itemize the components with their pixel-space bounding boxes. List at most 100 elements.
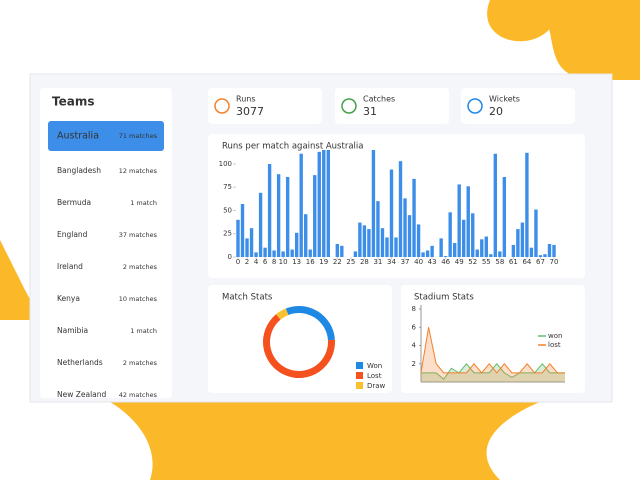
- x-tick-label: 37: [401, 258, 410, 266]
- sidebar-title: Teams: [52, 95, 94, 109]
- legend-label: Won: [367, 362, 382, 370]
- x-tick-label: 16: [306, 258, 315, 266]
- bar: [398, 161, 403, 257]
- x-tick-label: 58: [495, 258, 504, 266]
- stat-value: 3077: [236, 105, 264, 118]
- bar: [439, 238, 443, 257]
- bar: [358, 222, 362, 257]
- stat-value: 31: [363, 105, 377, 118]
- bar: [430, 245, 434, 257]
- bar: [534, 209, 538, 257]
- bar: [462, 219, 466, 257]
- y-tick-label: 50: [223, 206, 232, 214]
- bar: [412, 178, 416, 257]
- bar: [380, 228, 385, 257]
- stat-label: Wickets: [489, 95, 520, 104]
- bar: [313, 175, 317, 257]
- pie-slice: [276, 308, 289, 320]
- y-tick-label: 2: [412, 360, 416, 368]
- bar: [254, 252, 258, 257]
- y-tick-label: 75: [223, 183, 232, 191]
- bar: [466, 186, 470, 257]
- bar: [371, 150, 376, 257]
- sidebar: [40, 88, 172, 398]
- bar: [308, 249, 312, 257]
- bg-blob: [0, 0, 640, 60]
- bar: [493, 153, 498, 257]
- bar: [294, 232, 299, 257]
- bar: [276, 174, 281, 257]
- bar: [317, 151, 321, 257]
- legend-label: Lost: [367, 372, 382, 380]
- bar: [452, 243, 457, 257]
- bar: [376, 201, 380, 257]
- bar: [299, 153, 303, 257]
- stat-label: Catches: [363, 95, 395, 104]
- bar: [240, 203, 245, 257]
- x-tick-label: 0: [236, 258, 240, 266]
- team-matches: 2 matches: [123, 263, 158, 271]
- bar: [407, 215, 412, 257]
- y-tick-label: 100: [219, 160, 232, 168]
- bar: [416, 224, 421, 257]
- bar: [258, 192, 263, 257]
- team-list: Australia 71 matches Bangladesh 12 matches B…: [48, 121, 164, 398]
- team-name: Bermuda: [57, 198, 91, 207]
- line: [420, 327, 565, 374]
- stat-card: [461, 88, 575, 124]
- stat-card: [335, 88, 449, 124]
- y-tick-label: 6: [412, 323, 417, 331]
- bar: [340, 245, 344, 257]
- bar: [290, 249, 294, 257]
- team-name: Australia: [57, 131, 99, 142]
- team-matches: 10 matches: [119, 295, 158, 303]
- x-tick-label: 22: [333, 258, 342, 266]
- y-tick-label: 0: [228, 253, 232, 261]
- stat-icon: [467, 98, 483, 114]
- team-name: Netherlands: [57, 358, 103, 367]
- x-tick-label: 67: [536, 258, 545, 266]
- bar: [267, 163, 272, 257]
- bar: [263, 247, 267, 257]
- chart-title: Runs per match against Australia: [222, 142, 363, 152]
- team-item-selected[interactable]: [48, 121, 164, 151]
- bar: [389, 169, 394, 257]
- bar: [538, 255, 543, 257]
- bar: [484, 236, 488, 257]
- stat-value: 20: [489, 105, 503, 118]
- legend-swatch: [356, 372, 363, 379]
- bar: [367, 229, 371, 257]
- team-matches: 71 matches: [119, 132, 158, 140]
- stat-label: Runs: [236, 95, 256, 104]
- bar: [475, 249, 479, 257]
- team-name: England: [57, 230, 88, 239]
- legend-label: lost: [548, 341, 561, 349]
- stat-icon: [214, 98, 230, 114]
- bar: [511, 244, 516, 257]
- x-tick-label: 49: [455, 258, 464, 266]
- team-matches: 2 matches: [123, 359, 158, 367]
- bar: [249, 228, 254, 257]
- pie-card: [208, 285, 392, 393]
- x-tick-label: 28: [360, 258, 369, 266]
- x-tick-label: 61: [509, 258, 518, 266]
- x-tick-label: 6: [263, 258, 268, 266]
- y-tick-label: 4: [412, 342, 417, 350]
- bar: [457, 184, 461, 257]
- stat-icon: [341, 98, 357, 114]
- bg-blob: [0, 250, 33, 320]
- bar: [326, 150, 330, 257]
- bar: [448, 212, 452, 257]
- bar: [304, 214, 308, 257]
- bar: [281, 251, 285, 257]
- bar: [480, 239, 484, 257]
- bar: [502, 176, 507, 257]
- bar: [362, 225, 367, 257]
- bar: [443, 256, 448, 257]
- team-name: Bangladesh: [57, 166, 101, 175]
- x-tick-label: 64: [522, 258, 531, 266]
- x-tick-label: 55: [482, 258, 491, 266]
- y-tick-label: 25: [223, 230, 232, 238]
- legend-label: won: [548, 332, 562, 340]
